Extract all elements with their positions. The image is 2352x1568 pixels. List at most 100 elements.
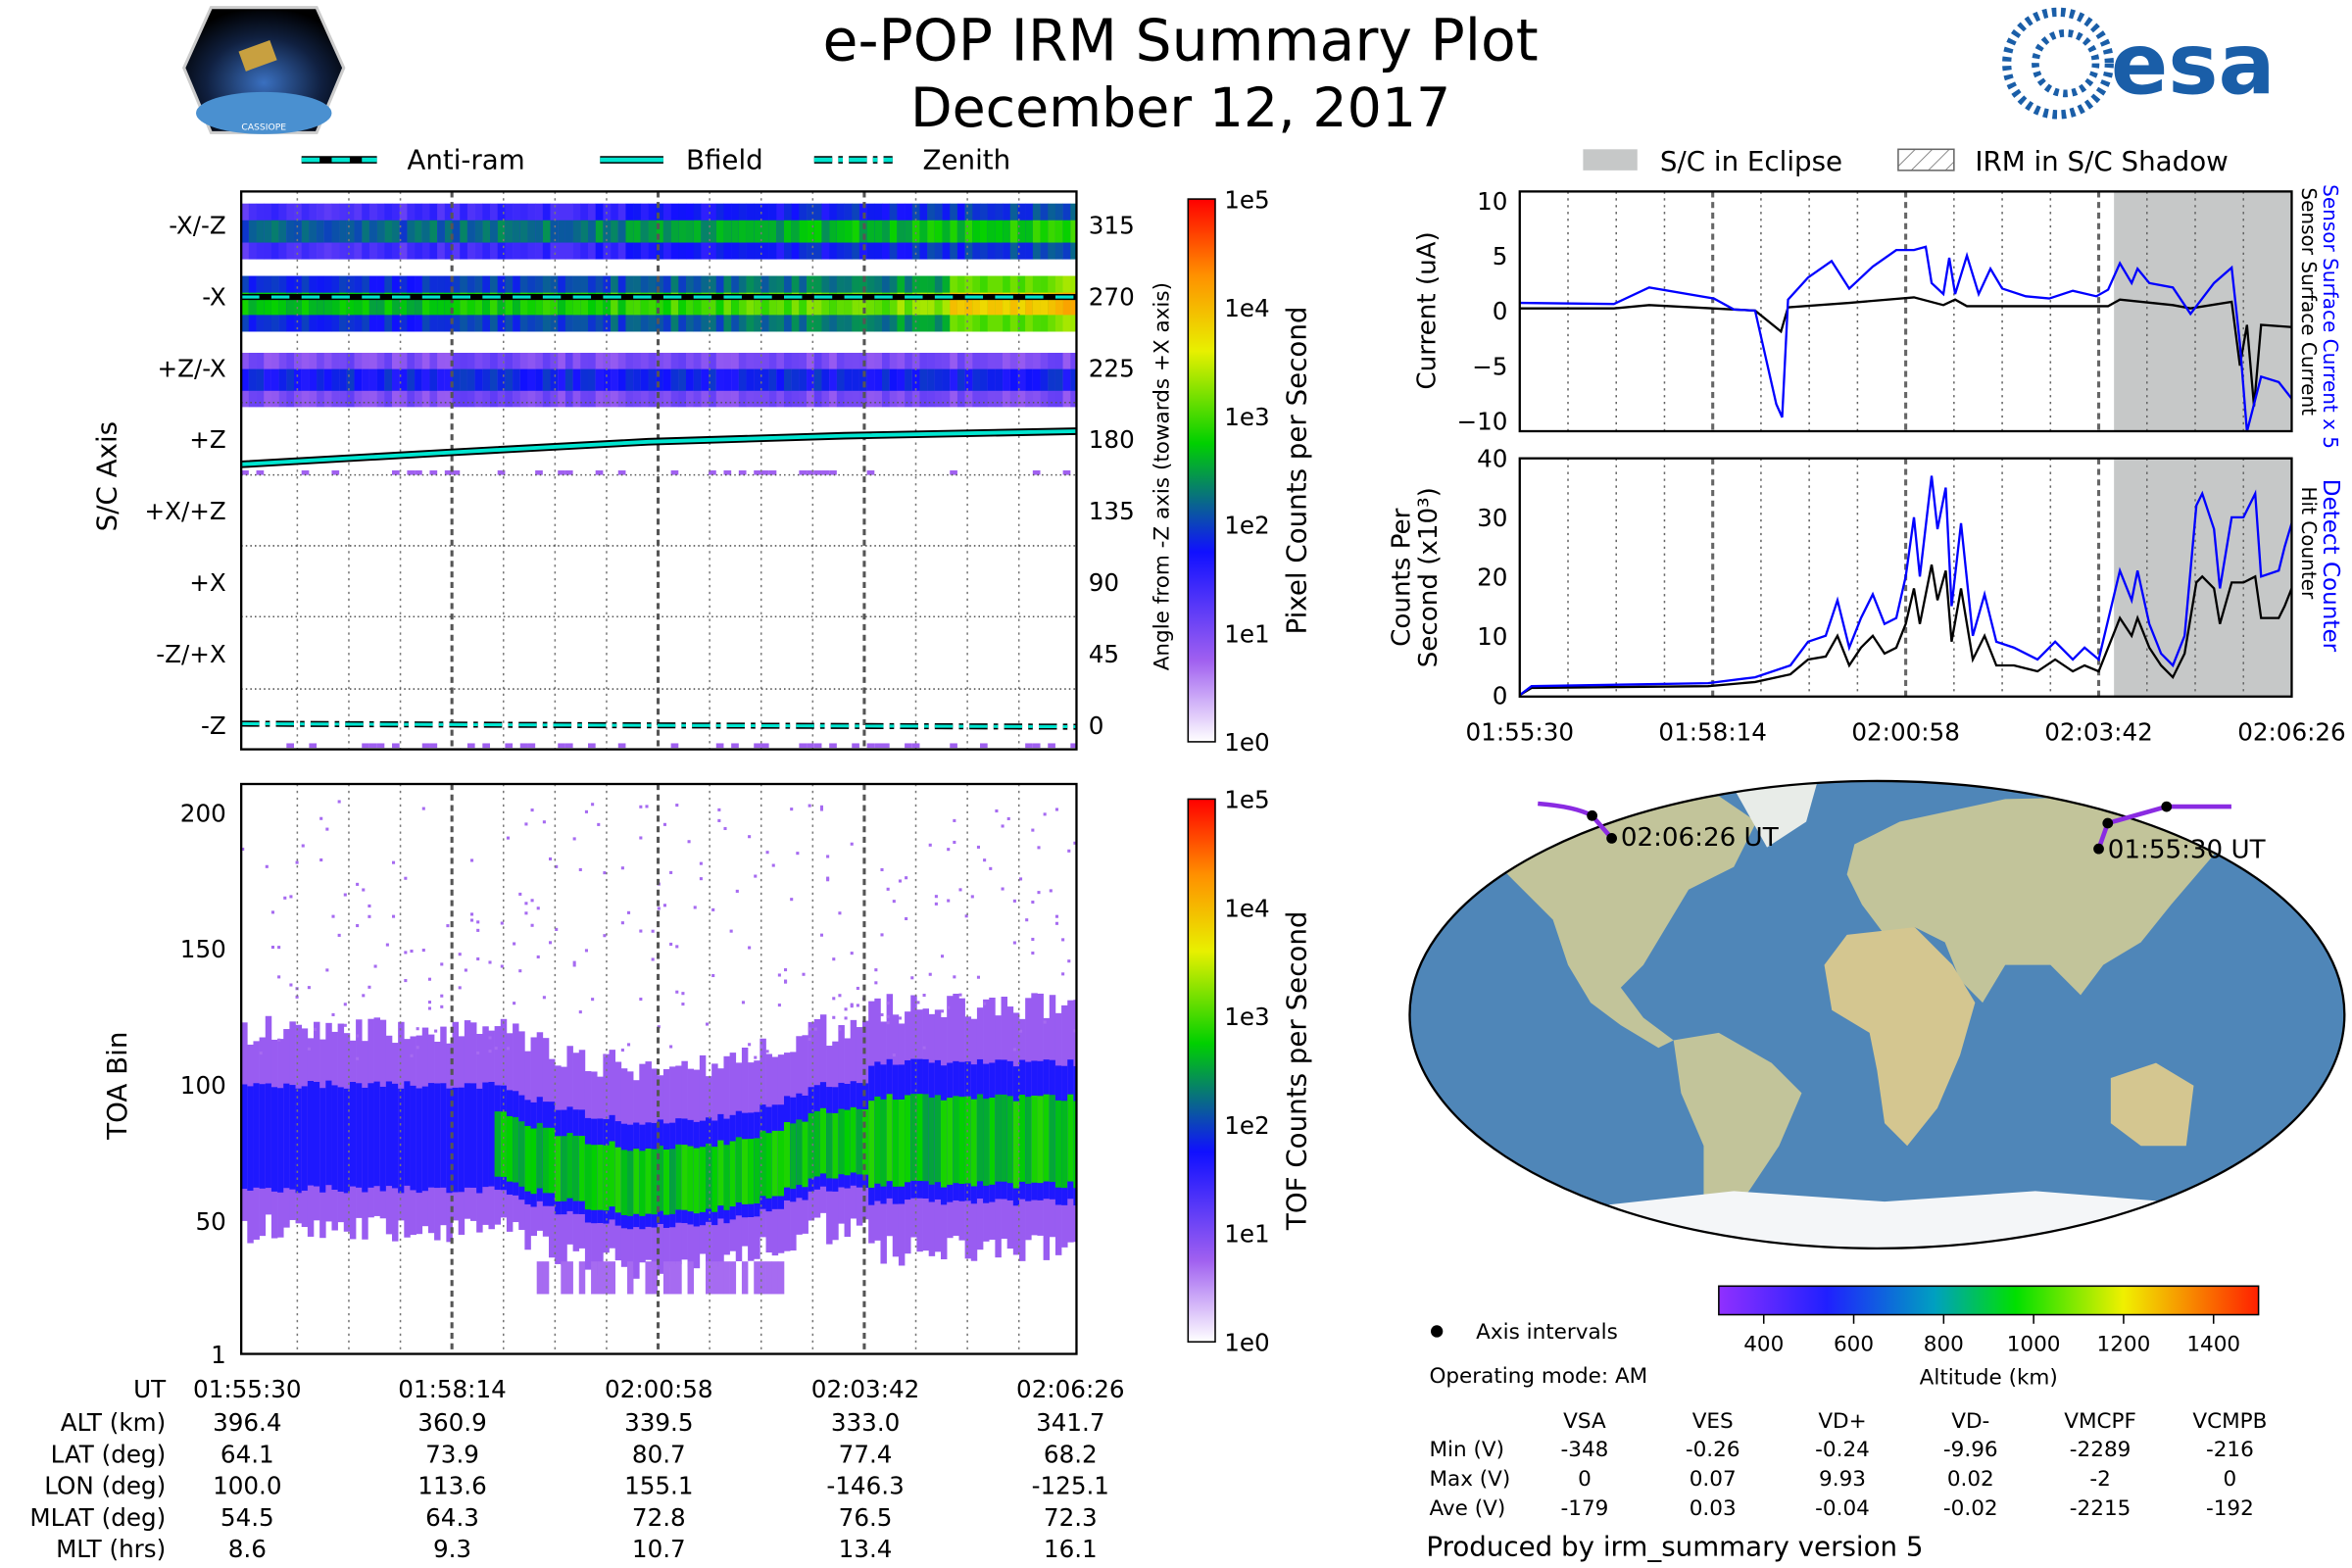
spectrogram-cell: [687, 1146, 694, 1212]
spectrogram-cell: [950, 743, 957, 749]
spectrogram-cell: [535, 470, 543, 475]
spectrogram-cell: [813, 1027, 817, 1031]
spectrogram-cell: [500, 964, 504, 968]
spectrogram-cell: [964, 292, 973, 316]
spectrogram-cell: [826, 1112, 833, 1179]
spectrogram-cell: [989, 866, 993, 870]
spectrogram-cell: [717, 1140, 724, 1206]
spectrogram-cell: [731, 368, 740, 391]
spectrogram-cell: [558, 292, 566, 316]
spectrogram-cell: [922, 1094, 929, 1182]
plot-date: December 12, 2017: [910, 77, 1450, 140]
spectrogram-cell: [639, 1151, 646, 1216]
spectrogram-cell: [323, 368, 332, 391]
page-title: e-POP IRM Summary Plot: [822, 8, 1538, 74]
spectrogram-cell: [429, 368, 438, 391]
spectrogram-cell: [799, 292, 808, 316]
voltage-cell: 9.93: [1819, 1467, 1866, 1492]
sensor-x5-label: Sensor Surface Current x 5: [2319, 184, 2342, 449]
spectrogram-cell: [488, 1050, 492, 1054]
spectrogram-cell: [796, 852, 800, 856]
spectrogram-cell: [826, 855, 830, 858]
spectrogram-cell: [482, 1082, 489, 1188]
spectrogram-cell: [819, 805, 823, 808]
spectrogram-cell: [958, 993, 962, 997]
spectrogram-cell: [323, 292, 332, 316]
spectrogram-cell: [264, 368, 272, 391]
spectrogram-cell: [558, 743, 565, 749]
spectrogram-cell: [1031, 828, 1035, 832]
spectrogram-cell: [384, 292, 393, 316]
spectrogram-cell: [549, 857, 553, 861]
spectrogram-cell: [715, 368, 724, 391]
spectrogram-cell: [506, 1047, 510, 1051]
spectrogram-cell: [319, 858, 323, 862]
spectrogram-cell: [897, 220, 906, 243]
spectrogram-cell: [995, 220, 1004, 243]
spectrogram-cell: [928, 843, 932, 847]
altitude-tick: 1400: [2186, 1332, 2240, 1356]
spectrogram-cell: [317, 220, 325, 243]
spectrogram-cell: [309, 292, 318, 316]
spectrogram-cell: [693, 220, 702, 243]
spectrogram-cell: [821, 368, 830, 391]
spectrogram-cell: [874, 220, 883, 243]
voltage-cell: -0.04: [1815, 1496, 1870, 1521]
spectrogram-cell: [617, 368, 626, 391]
spectrogram-cell: [741, 1139, 749, 1204]
spectrogram-cell: [760, 1130, 766, 1197]
spectrogram-cell: [648, 292, 657, 316]
spectrogram-cell: [603, 292, 612, 316]
spectrogram-cell: [927, 292, 936, 316]
spectrogram-cell: [866, 743, 875, 749]
legend-bfield: Bfield: [686, 143, 763, 175]
spectrogram-cell: [889, 220, 898, 243]
sc-axis-tick: +X: [189, 568, 226, 597]
spectrogram-cell: [947, 1098, 954, 1185]
spectrogram-cell: [919, 368, 928, 391]
spectrogram-cell: [301, 220, 310, 243]
legend-left: Anti-ram Bfield Zenith: [301, 143, 1010, 175]
spectrogram-cell: [440, 962, 444, 966]
spectrogram-cell: [248, 292, 257, 316]
spectrogram-cell: [729, 1141, 737, 1207]
spectrogram-cell: [746, 368, 755, 391]
spectrogram-cell: [527, 743, 536, 749]
spectrogram-cell: [821, 220, 830, 243]
spectrogram-cell: [470, 918, 474, 922]
spectrogram-cell: [505, 292, 514, 316]
spectrogram-cell: [248, 220, 257, 243]
spectrogram-cell: [611, 368, 619, 391]
spectrogram-cell: [392, 1083, 399, 1189]
spectrogram-cell: [376, 220, 385, 243]
spectrogram-cell: [580, 220, 589, 243]
spectrogram-cell: [972, 292, 981, 316]
legend-shadow: IRM in S/C Shadow: [1975, 145, 2228, 177]
counts-plot: 40 30 20 10 0 Counts Per Second (x10³) Detec…: [1387, 445, 2345, 747]
spectrogram-cell: [922, 1046, 926, 1050]
spectrogram-cell: [343, 1003, 347, 1006]
spectrogram-cell: [941, 1100, 948, 1188]
spectrogram-cell: [440, 1083, 447, 1188]
spectrogram-cell: [886, 1014, 890, 1018]
counts-tick: 20: [1477, 564, 1507, 592]
toa-tick: 200: [180, 799, 226, 827]
spectrogram-cell: [850, 842, 854, 846]
spectrogram-cell: [738, 220, 747, 243]
spectrogram-cell: [807, 292, 815, 316]
spectrogram-cell: [1025, 368, 1034, 391]
spectrogram-cell: [490, 368, 499, 391]
spectrogram-cell: [813, 220, 822, 243]
spectrogram-cell: [956, 220, 965, 243]
spectrogram-cell: [1003, 368, 1011, 391]
spectrogram-cell: [934, 902, 938, 906]
spectrogram-cell: [669, 1261, 676, 1295]
spectrogram-cell: [513, 368, 521, 391]
ephemeris-cell: 113.6: [417, 1472, 486, 1500]
spectrogram-cell: [678, 368, 687, 391]
spectrogram-cell: [765, 1133, 772, 1199]
spectrogram-cell: [838, 1108, 845, 1175]
spectrogram-cell: [784, 220, 792, 243]
colorbar-tick: 1e4: [1224, 894, 1269, 922]
spectrogram-cell: [829, 368, 838, 391]
